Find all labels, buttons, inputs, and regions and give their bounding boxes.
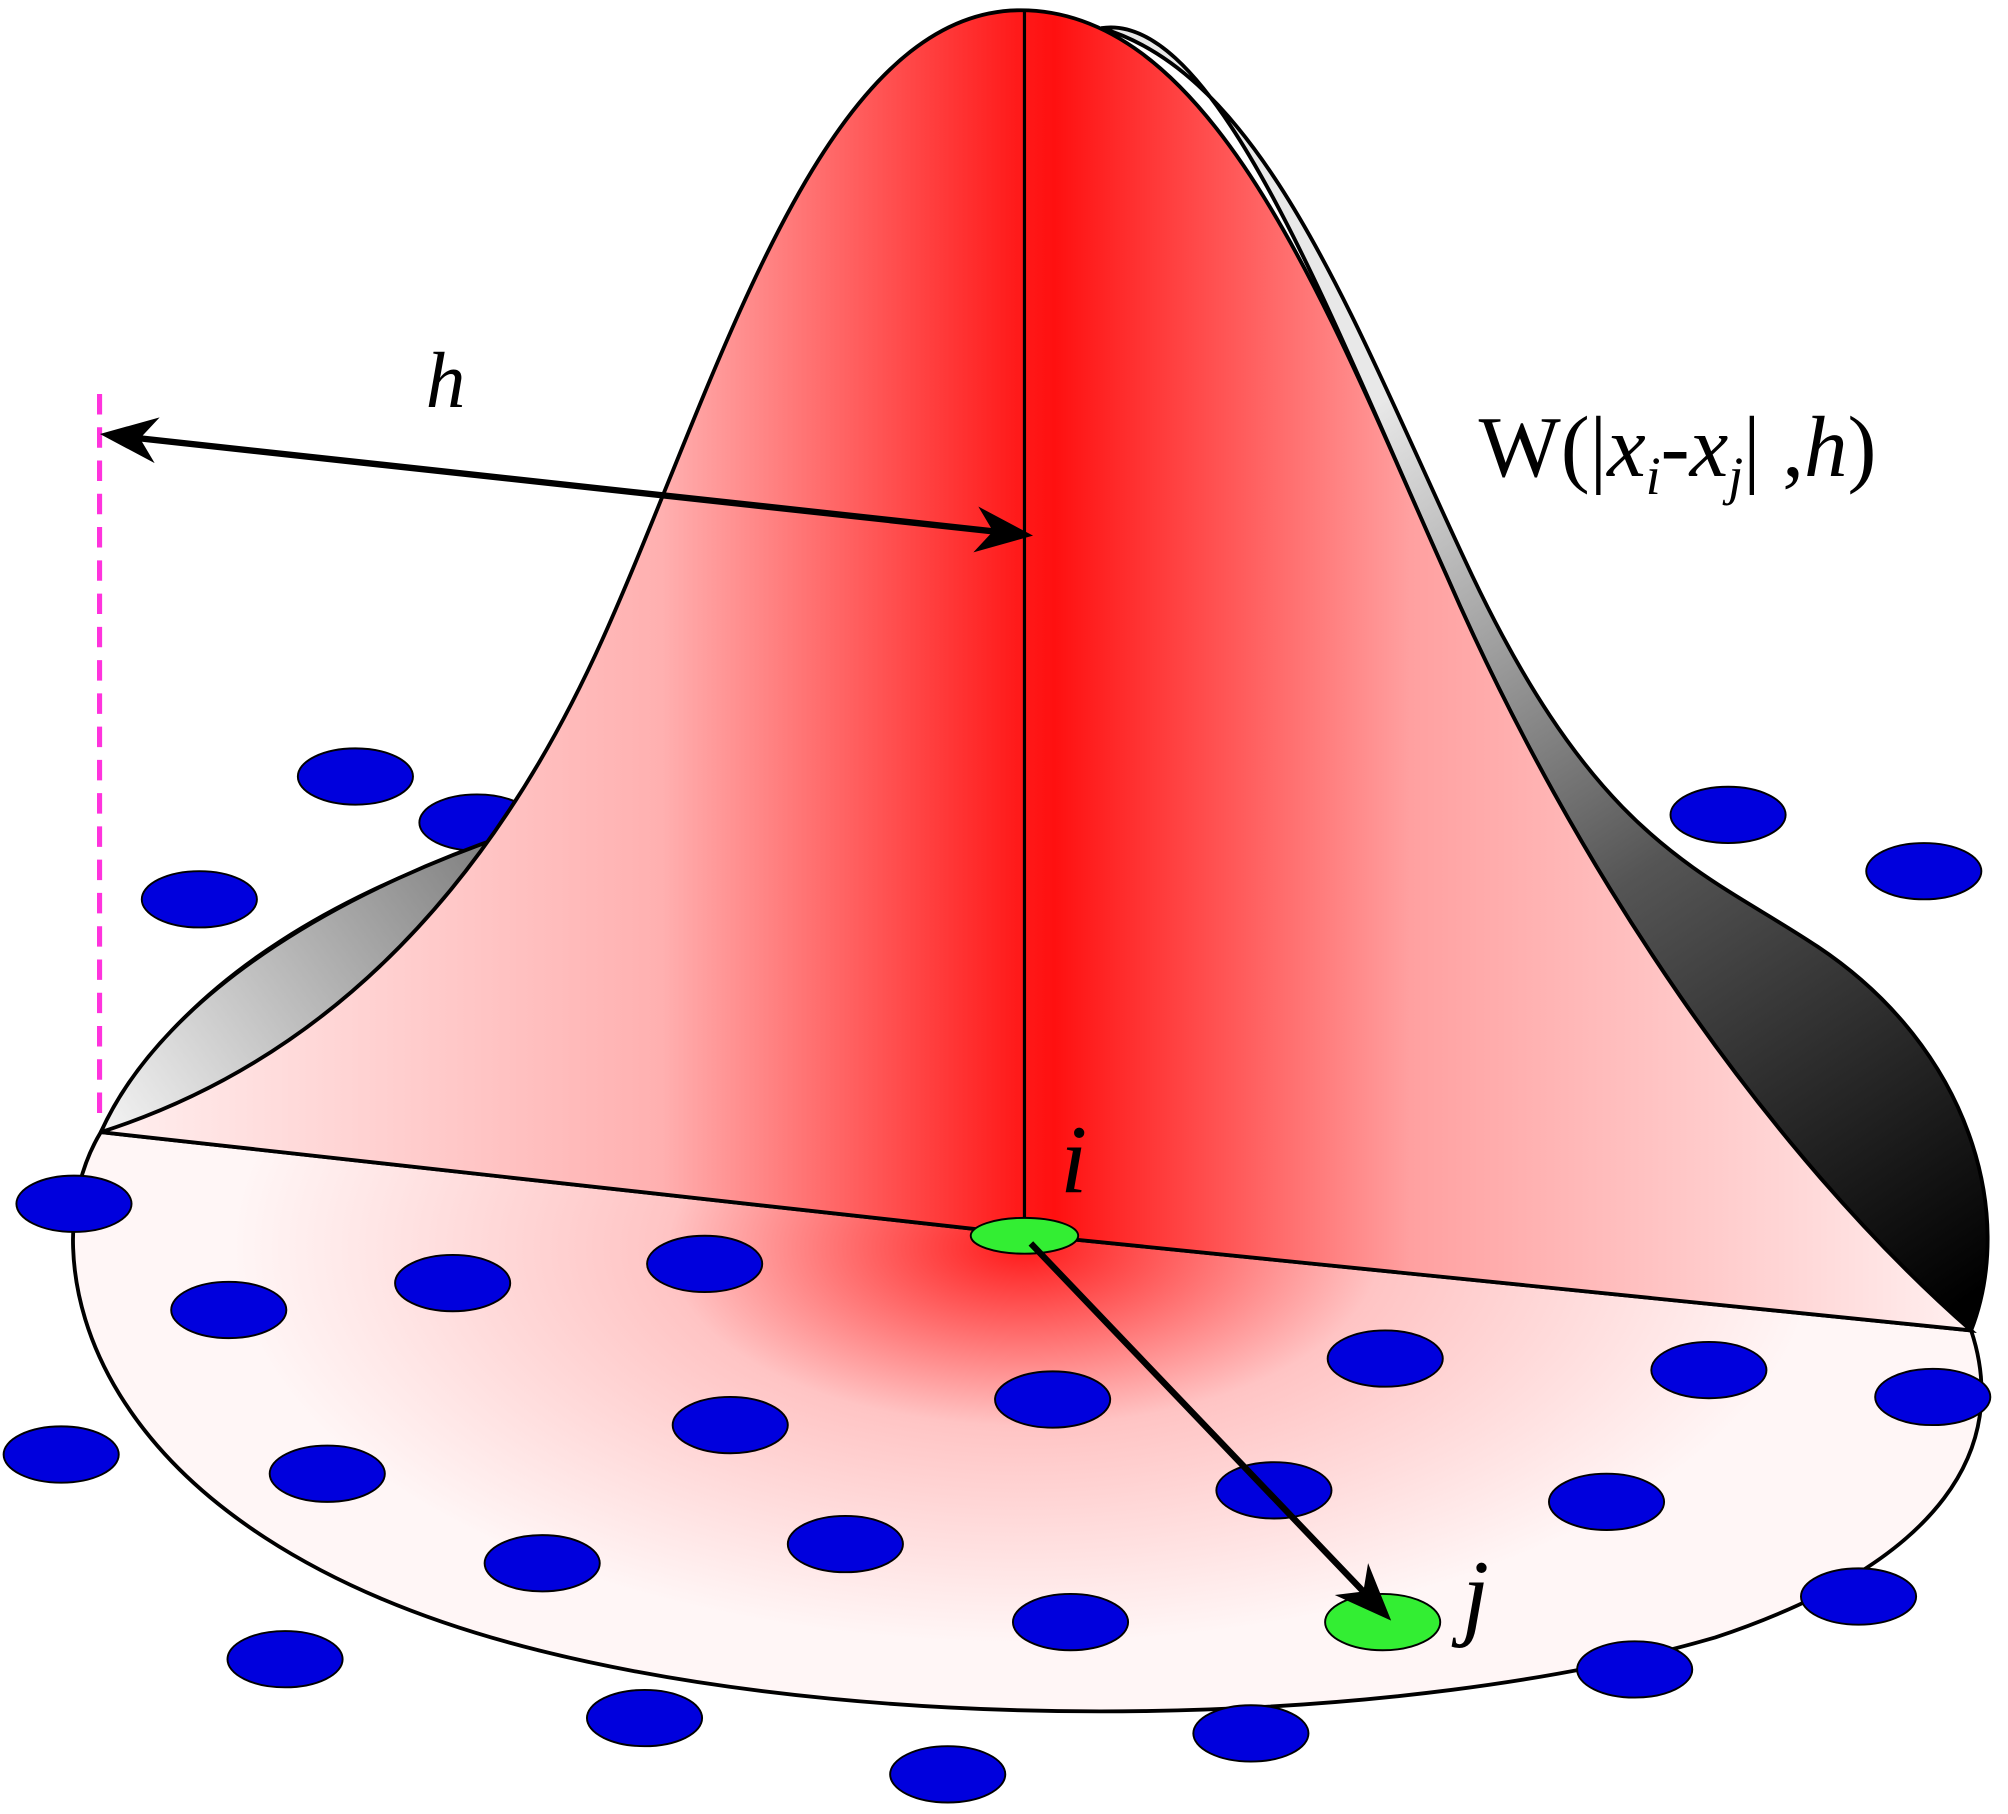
smoothing-length-arrow xyxy=(99,417,1034,553)
i-label: i xyxy=(1060,1106,1087,1214)
particle-i xyxy=(969,1216,1080,1255)
kernel-label-part: x xyxy=(1688,398,1729,495)
particle-j xyxy=(1324,1593,1442,1652)
kernel-label-part: W(| xyxy=(1479,398,1607,495)
kernel-label-part: x xyxy=(1605,398,1646,495)
h-label: h xyxy=(426,337,466,425)
kernel-label-part: h xyxy=(1804,398,1848,495)
distance-arrow xyxy=(1028,1241,1392,1621)
kernel-label-part: j xyxy=(1722,446,1743,506)
kernel-label-part: ) xyxy=(1848,398,1877,495)
particles-front xyxy=(2,1174,1992,1804)
kernel-label-part: | , xyxy=(1743,398,1804,495)
kernel-front-face xyxy=(100,8,1977,1333)
kernel-label-part: i xyxy=(1646,446,1661,506)
kernel-label: W(|xi-xj| ,h) xyxy=(1479,398,1877,506)
kernel-label-part: - xyxy=(1661,398,1690,495)
